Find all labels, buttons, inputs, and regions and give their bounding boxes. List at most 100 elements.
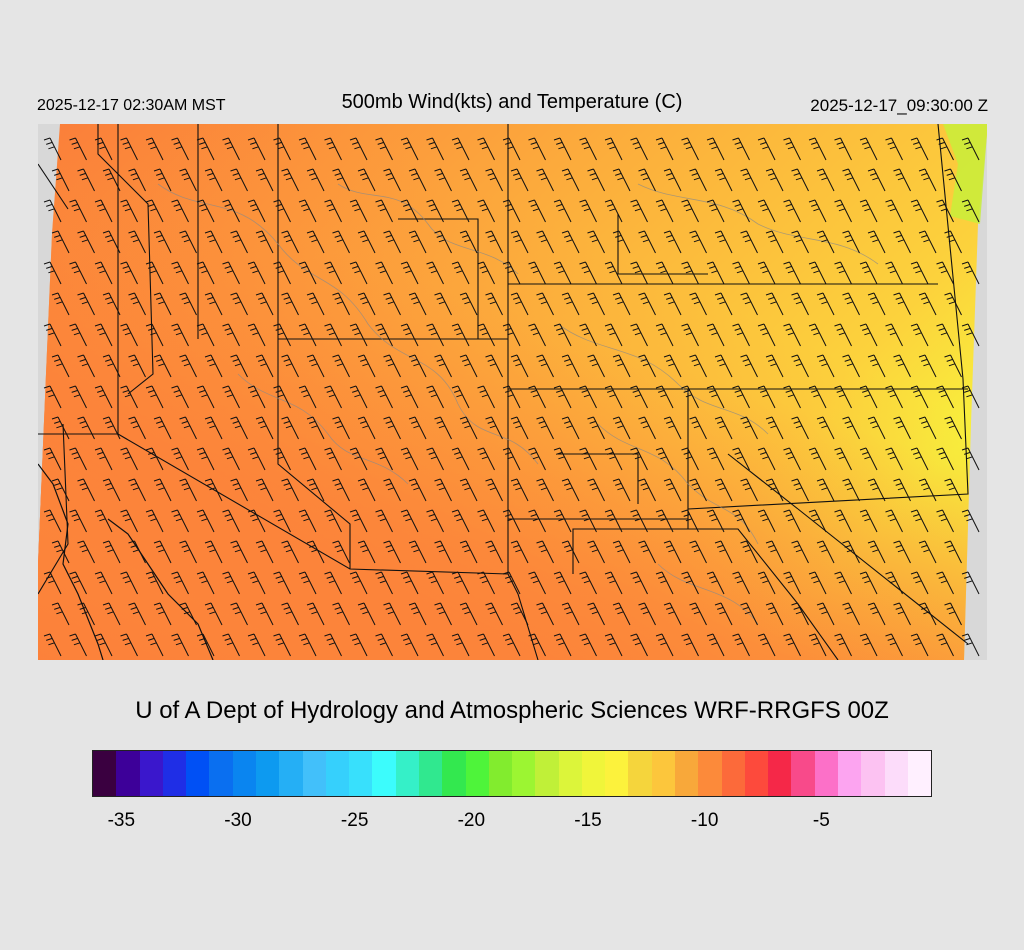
wind-barb xyxy=(120,261,138,285)
wind-barb xyxy=(485,230,503,254)
wind-barb xyxy=(477,199,495,223)
wind-barb xyxy=(553,385,572,409)
wind-barb xyxy=(434,168,452,192)
wind-barb xyxy=(196,571,215,595)
wind-barb xyxy=(145,137,164,161)
wind-barb xyxy=(655,199,674,223)
wind-barb xyxy=(375,137,393,161)
wind-barb xyxy=(145,385,164,409)
wind-barb xyxy=(400,385,419,409)
colorbar-swatch xyxy=(558,751,582,796)
wind-barb xyxy=(859,199,878,223)
wind-barb xyxy=(587,230,605,254)
wind-barb xyxy=(689,168,707,192)
wind-barb xyxy=(102,602,121,626)
wind-barb xyxy=(255,478,274,502)
wind-barb xyxy=(459,416,478,440)
wind-barb xyxy=(510,292,529,316)
local-time-label: 2025-12-17 02:30AM MST xyxy=(37,97,226,114)
wind-barb xyxy=(43,137,62,161)
wind-barb xyxy=(357,478,376,502)
wind-barb xyxy=(255,168,274,192)
wind-barb xyxy=(961,261,980,285)
wind-barb xyxy=(298,137,317,161)
wind-barb xyxy=(451,323,470,347)
wind-barb xyxy=(944,292,962,316)
wind-barb xyxy=(230,540,248,564)
wind-barb xyxy=(714,540,733,564)
wind-barb xyxy=(375,385,393,409)
wind-barb xyxy=(859,261,878,285)
wind-barb xyxy=(485,292,503,316)
wind-barb xyxy=(732,385,750,409)
wind-barb xyxy=(247,571,266,595)
wind-barb xyxy=(630,447,648,471)
wind-barb xyxy=(689,292,707,316)
wind-barb xyxy=(961,137,980,161)
wind-barb xyxy=(77,230,95,254)
wind-barb xyxy=(842,540,860,564)
wind-barb xyxy=(204,292,223,316)
colorbar-tick-label: -25 xyxy=(340,810,369,831)
wind-barb xyxy=(128,230,146,254)
wind-barb xyxy=(893,478,911,502)
wind-barb xyxy=(757,323,776,347)
wind-barb xyxy=(230,230,248,254)
wind-barb xyxy=(77,292,95,316)
wind-barb xyxy=(961,385,980,409)
wind-barb xyxy=(961,571,980,595)
map-title: 500mb Wind(kts) and Temperature (C) xyxy=(341,91,683,113)
wind-barb xyxy=(69,261,87,285)
wind-barb xyxy=(918,230,937,254)
wind-barb xyxy=(383,292,401,316)
wind-barb xyxy=(791,292,809,316)
colorbar-swatch xyxy=(675,751,699,796)
wind-barb xyxy=(808,199,827,223)
wind-barb xyxy=(867,354,886,378)
wind-barb xyxy=(706,571,725,595)
wind-barb xyxy=(553,509,572,533)
wind-barb xyxy=(179,230,197,254)
wind-barb xyxy=(689,478,707,502)
wind-barb xyxy=(349,385,368,409)
colorbar-swatch xyxy=(768,751,792,796)
temperature-colorbar xyxy=(92,750,932,797)
wind-barb xyxy=(808,323,827,347)
wind-barb xyxy=(332,168,350,192)
wind-barb xyxy=(732,633,750,657)
wind-barb xyxy=(94,385,113,409)
wind-barb xyxy=(485,168,503,192)
wind-barb xyxy=(332,540,350,564)
wind-barb xyxy=(834,261,852,285)
wind-barb xyxy=(910,509,929,533)
wind-barb xyxy=(451,571,470,595)
wind-barb xyxy=(867,478,886,502)
wind-barb xyxy=(612,168,631,192)
wind-barb xyxy=(179,168,197,192)
wind-barb xyxy=(477,447,495,471)
wind-barb xyxy=(298,447,317,471)
wind-barb xyxy=(120,571,138,595)
colorbar-swatch xyxy=(162,751,187,796)
colorbar-swatch xyxy=(209,751,233,796)
wind-barb xyxy=(145,447,164,471)
wind-barb xyxy=(324,137,342,161)
wind-barb xyxy=(808,261,827,285)
wind-barb xyxy=(153,602,172,626)
wind-barb xyxy=(867,416,886,440)
wind-barb xyxy=(69,571,87,595)
colorbar-swatch xyxy=(907,751,932,796)
wind-barb xyxy=(536,540,554,564)
wind-barb xyxy=(102,540,121,564)
wind-barb xyxy=(816,168,835,192)
wind-barb xyxy=(281,292,299,316)
wind-barb xyxy=(612,354,631,378)
wind-barb xyxy=(306,230,325,254)
wind-barb xyxy=(740,602,758,626)
wind-barb xyxy=(579,633,597,657)
wind-barb xyxy=(783,447,801,471)
wind-barb xyxy=(349,137,368,161)
wind-barb xyxy=(69,137,87,161)
wind-barb xyxy=(689,416,707,440)
wind-barb xyxy=(196,509,215,533)
